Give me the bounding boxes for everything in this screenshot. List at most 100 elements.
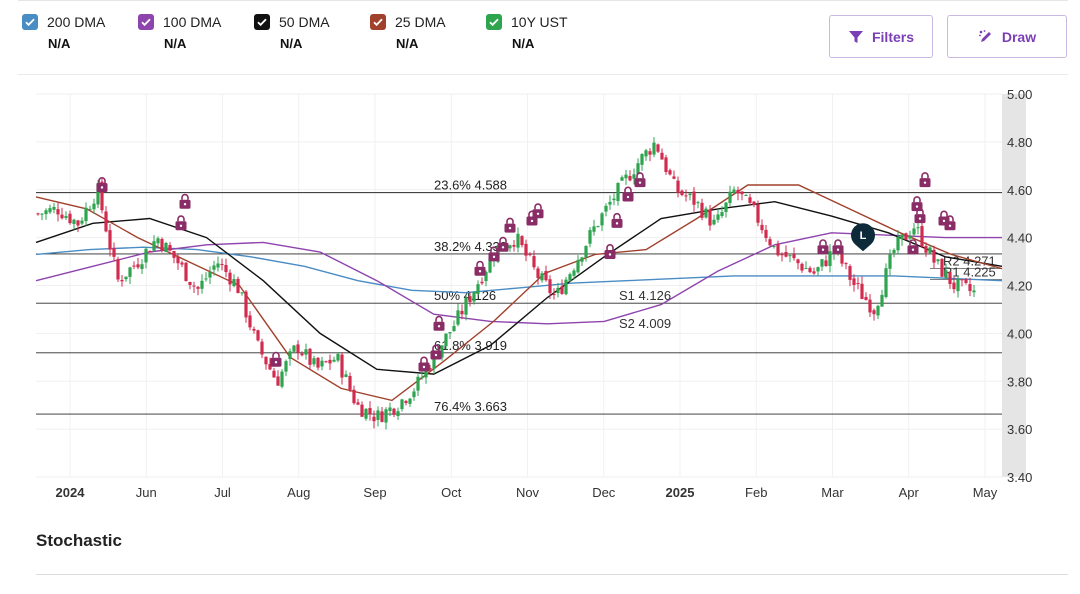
lock-keyhole <box>536 212 540 215</box>
filters-button[interactable]: Filters <box>829 15 933 58</box>
candle-body <box>116 259 120 280</box>
candle <box>580 256 584 266</box>
candle <box>796 258 800 270</box>
candle-body <box>908 236 912 239</box>
candle <box>208 266 212 285</box>
legend-item[interactable]: 25 DMA N/A <box>370 14 486 51</box>
checkbox-icon[interactable] <box>370 14 386 30</box>
draw-button[interactable]: Draw <box>947 15 1067 58</box>
candle-body <box>408 398 412 404</box>
lock-keyhole <box>478 270 482 273</box>
candle-body <box>708 209 712 226</box>
lock-shackle <box>946 215 954 222</box>
candle <box>372 410 376 429</box>
candle <box>392 407 396 418</box>
candle-body <box>72 219 76 224</box>
candle-body <box>456 310 460 325</box>
candle-body <box>540 273 544 281</box>
candle <box>520 235 524 248</box>
candle-body <box>156 238 160 244</box>
y-tick-label: 4.60 <box>1007 183 1032 198</box>
candle <box>456 303 460 327</box>
candle <box>708 205 712 231</box>
candle-body <box>208 272 212 278</box>
checkbox-icon[interactable] <box>138 14 154 30</box>
x-tick-label: Dec <box>592 485 616 500</box>
candle-body <box>884 268 888 298</box>
checkbox-icon[interactable] <box>254 14 270 30</box>
candle <box>268 357 272 371</box>
candle-body <box>556 287 560 294</box>
legend-item[interactable]: 50 DMA N/A <box>254 14 370 51</box>
candle-body <box>796 259 800 264</box>
candle-body <box>432 351 436 369</box>
legend-item[interactable]: 10Y UST N/A <box>486 14 602 51</box>
candle-body <box>940 258 944 277</box>
lock-icon <box>532 203 544 219</box>
checkbox-icon[interactable] <box>22 14 38 30</box>
candle <box>936 258 940 265</box>
candle <box>56 202 60 222</box>
filters-label: Filters <box>871 28 914 45</box>
candle-body <box>224 265 228 273</box>
candle-body <box>728 191 732 204</box>
candle <box>768 236 772 248</box>
legend-item[interactable]: 200 DMA N/A <box>22 14 138 51</box>
candle <box>536 266 540 285</box>
candle-body <box>696 202 700 204</box>
candle <box>844 262 848 270</box>
candle <box>352 385 356 405</box>
candle-body <box>272 370 276 378</box>
lock-shackle <box>636 172 644 179</box>
candle-body <box>404 401 408 404</box>
candle-body <box>792 254 796 259</box>
candle-body <box>352 389 356 404</box>
candle-body <box>640 154 644 165</box>
x-tick-label: Feb <box>745 485 767 500</box>
candle <box>608 195 612 210</box>
candle-body <box>464 297 468 315</box>
candle-body <box>864 296 868 300</box>
candle <box>340 352 344 385</box>
lock-shackle <box>177 215 185 222</box>
candle <box>180 260 184 268</box>
candle-body <box>804 268 808 270</box>
candle-body <box>920 226 924 247</box>
event-marker <box>851 223 875 248</box>
ma-50-line <box>35 200 1003 375</box>
candle-body <box>944 270 948 278</box>
lock-shackle <box>913 196 921 203</box>
candle-body <box>188 281 192 285</box>
candle-body <box>48 208 52 213</box>
candle-body <box>296 344 300 353</box>
candle-body <box>152 241 156 251</box>
candle <box>800 262 804 273</box>
fib-level-label: 61.8% 3.919 <box>434 338 507 353</box>
candle <box>736 186 740 201</box>
x-tick-label: May <box>973 485 998 500</box>
candle <box>172 250 176 264</box>
candle-body <box>952 282 956 290</box>
candle <box>728 185 732 207</box>
candle-body <box>852 278 856 285</box>
candle <box>620 175 624 182</box>
candle-body <box>960 279 964 281</box>
lock-icon <box>907 239 919 255</box>
candle <box>948 271 952 289</box>
lock-shackle <box>940 210 948 217</box>
candle <box>232 274 236 288</box>
lock-shackle <box>534 203 542 210</box>
candle <box>148 250 152 253</box>
candle <box>884 263 888 299</box>
candle <box>544 265 548 282</box>
candle-body <box>572 270 576 276</box>
candle <box>576 255 580 274</box>
candle-body <box>552 294 556 296</box>
candle <box>972 284 976 298</box>
checkbox-icon[interactable] <box>486 14 502 30</box>
candle <box>484 270 488 287</box>
x-tick-label: Jun <box>136 485 157 500</box>
candle-body <box>420 377 424 379</box>
legend-item[interactable]: 100 DMA N/A <box>138 14 254 51</box>
